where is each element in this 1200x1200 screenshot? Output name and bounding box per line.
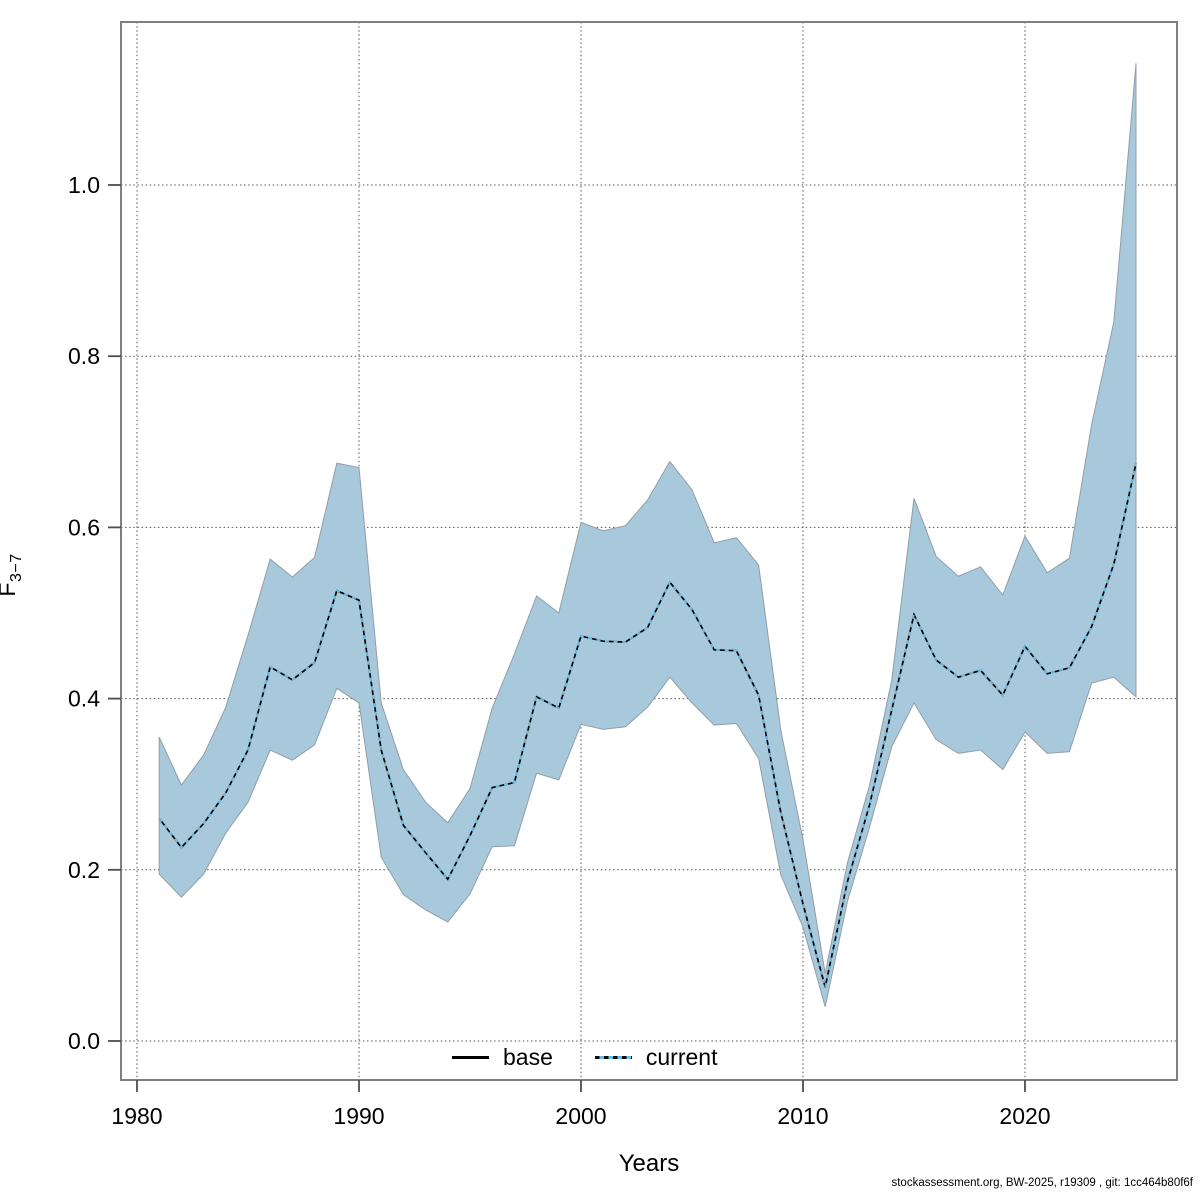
legend-label-current: current [645,1043,718,1070]
x-axis-label: Years [618,1150,680,1177]
y-tick-label: 0.2 [68,857,100,883]
base-line-swatch-icon [452,1055,489,1059]
y-tick-label: 0.8 [68,343,100,369]
current-line-swatch-icon [594,1055,632,1059]
legend-item-base: base [452,1044,553,1071]
y-tick-label: 1.0 [68,172,100,198]
x-tick-label: 2000 [555,1103,606,1129]
x-tick-label: 2010 [777,1103,828,1129]
axes-layer: 1980 1990 2000 2010 2020 0.0 0.2 0.4 0.6 0.8 1.0 [68,21,1178,1129]
footer-credit: stockassessment.org, BW-2025, r19309 , g… [891,1177,1193,1189]
confidence-band [158,63,1137,1007]
x-tick-label: 1990 [333,1103,384,1129]
legend-item-current: current [594,1043,718,1071]
y-axis-label-symbol: F [0,582,20,597]
data-layer [158,63,1137,1007]
x-tick-label: 2020 [999,1103,1050,1129]
plot-border [120,21,1178,1081]
y-axis-label-subscript: 3−7 [7,553,25,583]
current-line [158,463,1137,988]
legend: base current [452,1043,717,1071]
y-tick-label: 0.0 [68,1028,100,1054]
x-tick-label: 1980 [111,1103,162,1129]
y-tick-label: 0.6 [68,514,100,540]
y-axis-label: F3−7 [0,553,26,596]
y-tick-label: 0.4 [68,686,100,712]
legend-label-base: base [503,1043,553,1070]
